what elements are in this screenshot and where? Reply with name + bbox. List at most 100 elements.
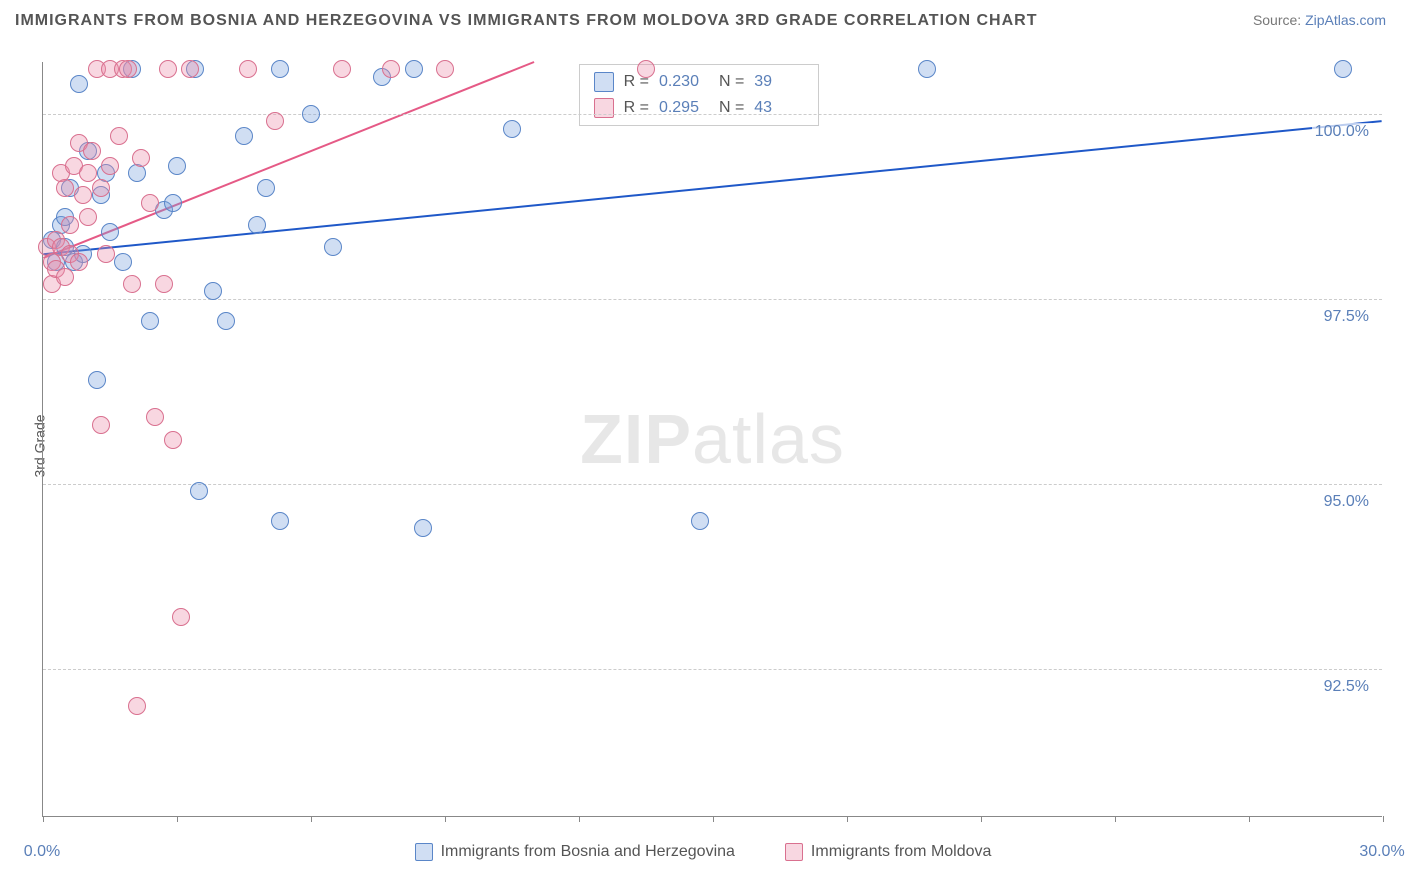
data-point: [79, 208, 97, 226]
data-point: [123, 275, 141, 293]
gridline: [43, 299, 1382, 300]
data-point: [271, 512, 289, 530]
data-point: [101, 223, 119, 241]
x-tick: [43, 816, 44, 822]
x-tick: [713, 816, 714, 822]
x-tick: [177, 816, 178, 822]
x-tick-label: 30.0%: [1359, 843, 1404, 861]
data-point: [271, 60, 289, 78]
watermark: ZIPatlas: [580, 399, 845, 479]
x-tick: [1249, 816, 1250, 822]
data-point: [56, 179, 74, 197]
bottom-legend: Immigrants from Bosnia and Herzegovina Im…: [0, 843, 1406, 861]
stats-legend-box: R = 0.230N = 39R = 0.295N = 43: [579, 64, 820, 126]
data-point: [235, 127, 253, 145]
trend-line: [43, 121, 1381, 254]
legend-label: Immigrants from Moldova: [811, 843, 992, 861]
data-point: [92, 416, 110, 434]
data-point: [382, 60, 400, 78]
data-point: [74, 245, 92, 263]
data-point: [155, 201, 173, 219]
data-point: [47, 260, 65, 278]
data-point: [114, 253, 132, 271]
data-point: [110, 127, 128, 145]
x-tick: [1115, 816, 1116, 822]
data-point: [119, 60, 137, 78]
data-point: [164, 431, 182, 449]
data-point: [172, 608, 190, 626]
source-attribution: Source: ZipAtlas.com: [1253, 12, 1386, 28]
data-point: [70, 134, 88, 152]
data-point: [190, 482, 208, 500]
data-point: [204, 282, 222, 300]
data-point: [47, 231, 65, 249]
data-point: [88, 60, 106, 78]
data-point: [123, 60, 141, 78]
data-point: [61, 216, 79, 234]
chart-container: IMMIGRANTS FROM BOSNIA AND HERZEGOVINA V…: [0, 0, 1406, 892]
watermark-atlas: atlas: [692, 400, 845, 478]
data-point: [1334, 60, 1352, 78]
data-point: [43, 253, 61, 271]
data-point: [217, 312, 235, 330]
data-point: [918, 60, 936, 78]
data-point: [266, 112, 284, 130]
data-point: [324, 238, 342, 256]
gridline: [43, 484, 1382, 485]
data-point: [186, 60, 204, 78]
data-point: [101, 157, 119, 175]
data-point: [43, 231, 61, 249]
data-point: [155, 275, 173, 293]
data-point: [74, 186, 92, 204]
data-point: [52, 164, 70, 182]
data-point: [56, 268, 74, 286]
y-tick-label: 100.0%: [1312, 123, 1372, 141]
data-point: [405, 60, 423, 78]
data-point: [181, 60, 199, 78]
data-point: [128, 164, 146, 182]
data-point: [691, 512, 709, 530]
plot-area: ZIPatlas R = 0.230N = 39R = 0.295N = 43 …: [42, 62, 1382, 817]
source-link[interactable]: ZipAtlas.com: [1305, 12, 1386, 28]
data-point: [43, 275, 61, 293]
data-point: [65, 157, 83, 175]
data-point: [70, 75, 88, 93]
data-point: [92, 186, 110, 204]
stats-row: R = 0.230N = 39: [580, 69, 819, 95]
data-point: [92, 179, 110, 197]
data-point: [128, 697, 146, 715]
legend-item: Immigrants from Moldova: [785, 843, 992, 861]
n-label: N =: [719, 73, 744, 91]
series-swatch: [594, 72, 614, 92]
data-point: [146, 408, 164, 426]
data-point: [83, 142, 101, 160]
data-point: [79, 164, 97, 182]
watermark-zip: ZIP: [580, 400, 692, 478]
data-point: [168, 157, 186, 175]
chart-title: IMMIGRANTS FROM BOSNIA AND HERZEGOVINA V…: [15, 12, 1037, 30]
x-tick: [847, 816, 848, 822]
data-point: [503, 120, 521, 138]
data-point: [114, 60, 132, 78]
data-point: [164, 194, 182, 212]
series-swatch: [415, 843, 433, 861]
legend-item: Immigrants from Bosnia and Herzegovina: [415, 843, 735, 861]
data-point: [52, 216, 70, 234]
r-label: R =: [624, 73, 649, 91]
legend-label: Immigrants from Bosnia and Herzegovina: [441, 843, 735, 861]
gridline: [43, 669, 1382, 670]
x-tick: [1383, 816, 1384, 822]
y-tick-label: 97.5%: [1321, 308, 1372, 326]
trend-lines-layer: [43, 62, 1382, 816]
data-point: [97, 245, 115, 263]
x-tick-label: 0.0%: [24, 843, 60, 861]
data-point: [38, 238, 56, 256]
data-point: [141, 194, 159, 212]
data-point: [79, 142, 97, 160]
stats-row: R = 0.295N = 43: [580, 95, 819, 121]
y-tick-label: 92.5%: [1321, 678, 1372, 696]
data-point: [373, 68, 391, 86]
n-value: 39: [754, 73, 804, 91]
data-point: [132, 149, 150, 167]
data-point: [414, 519, 432, 537]
